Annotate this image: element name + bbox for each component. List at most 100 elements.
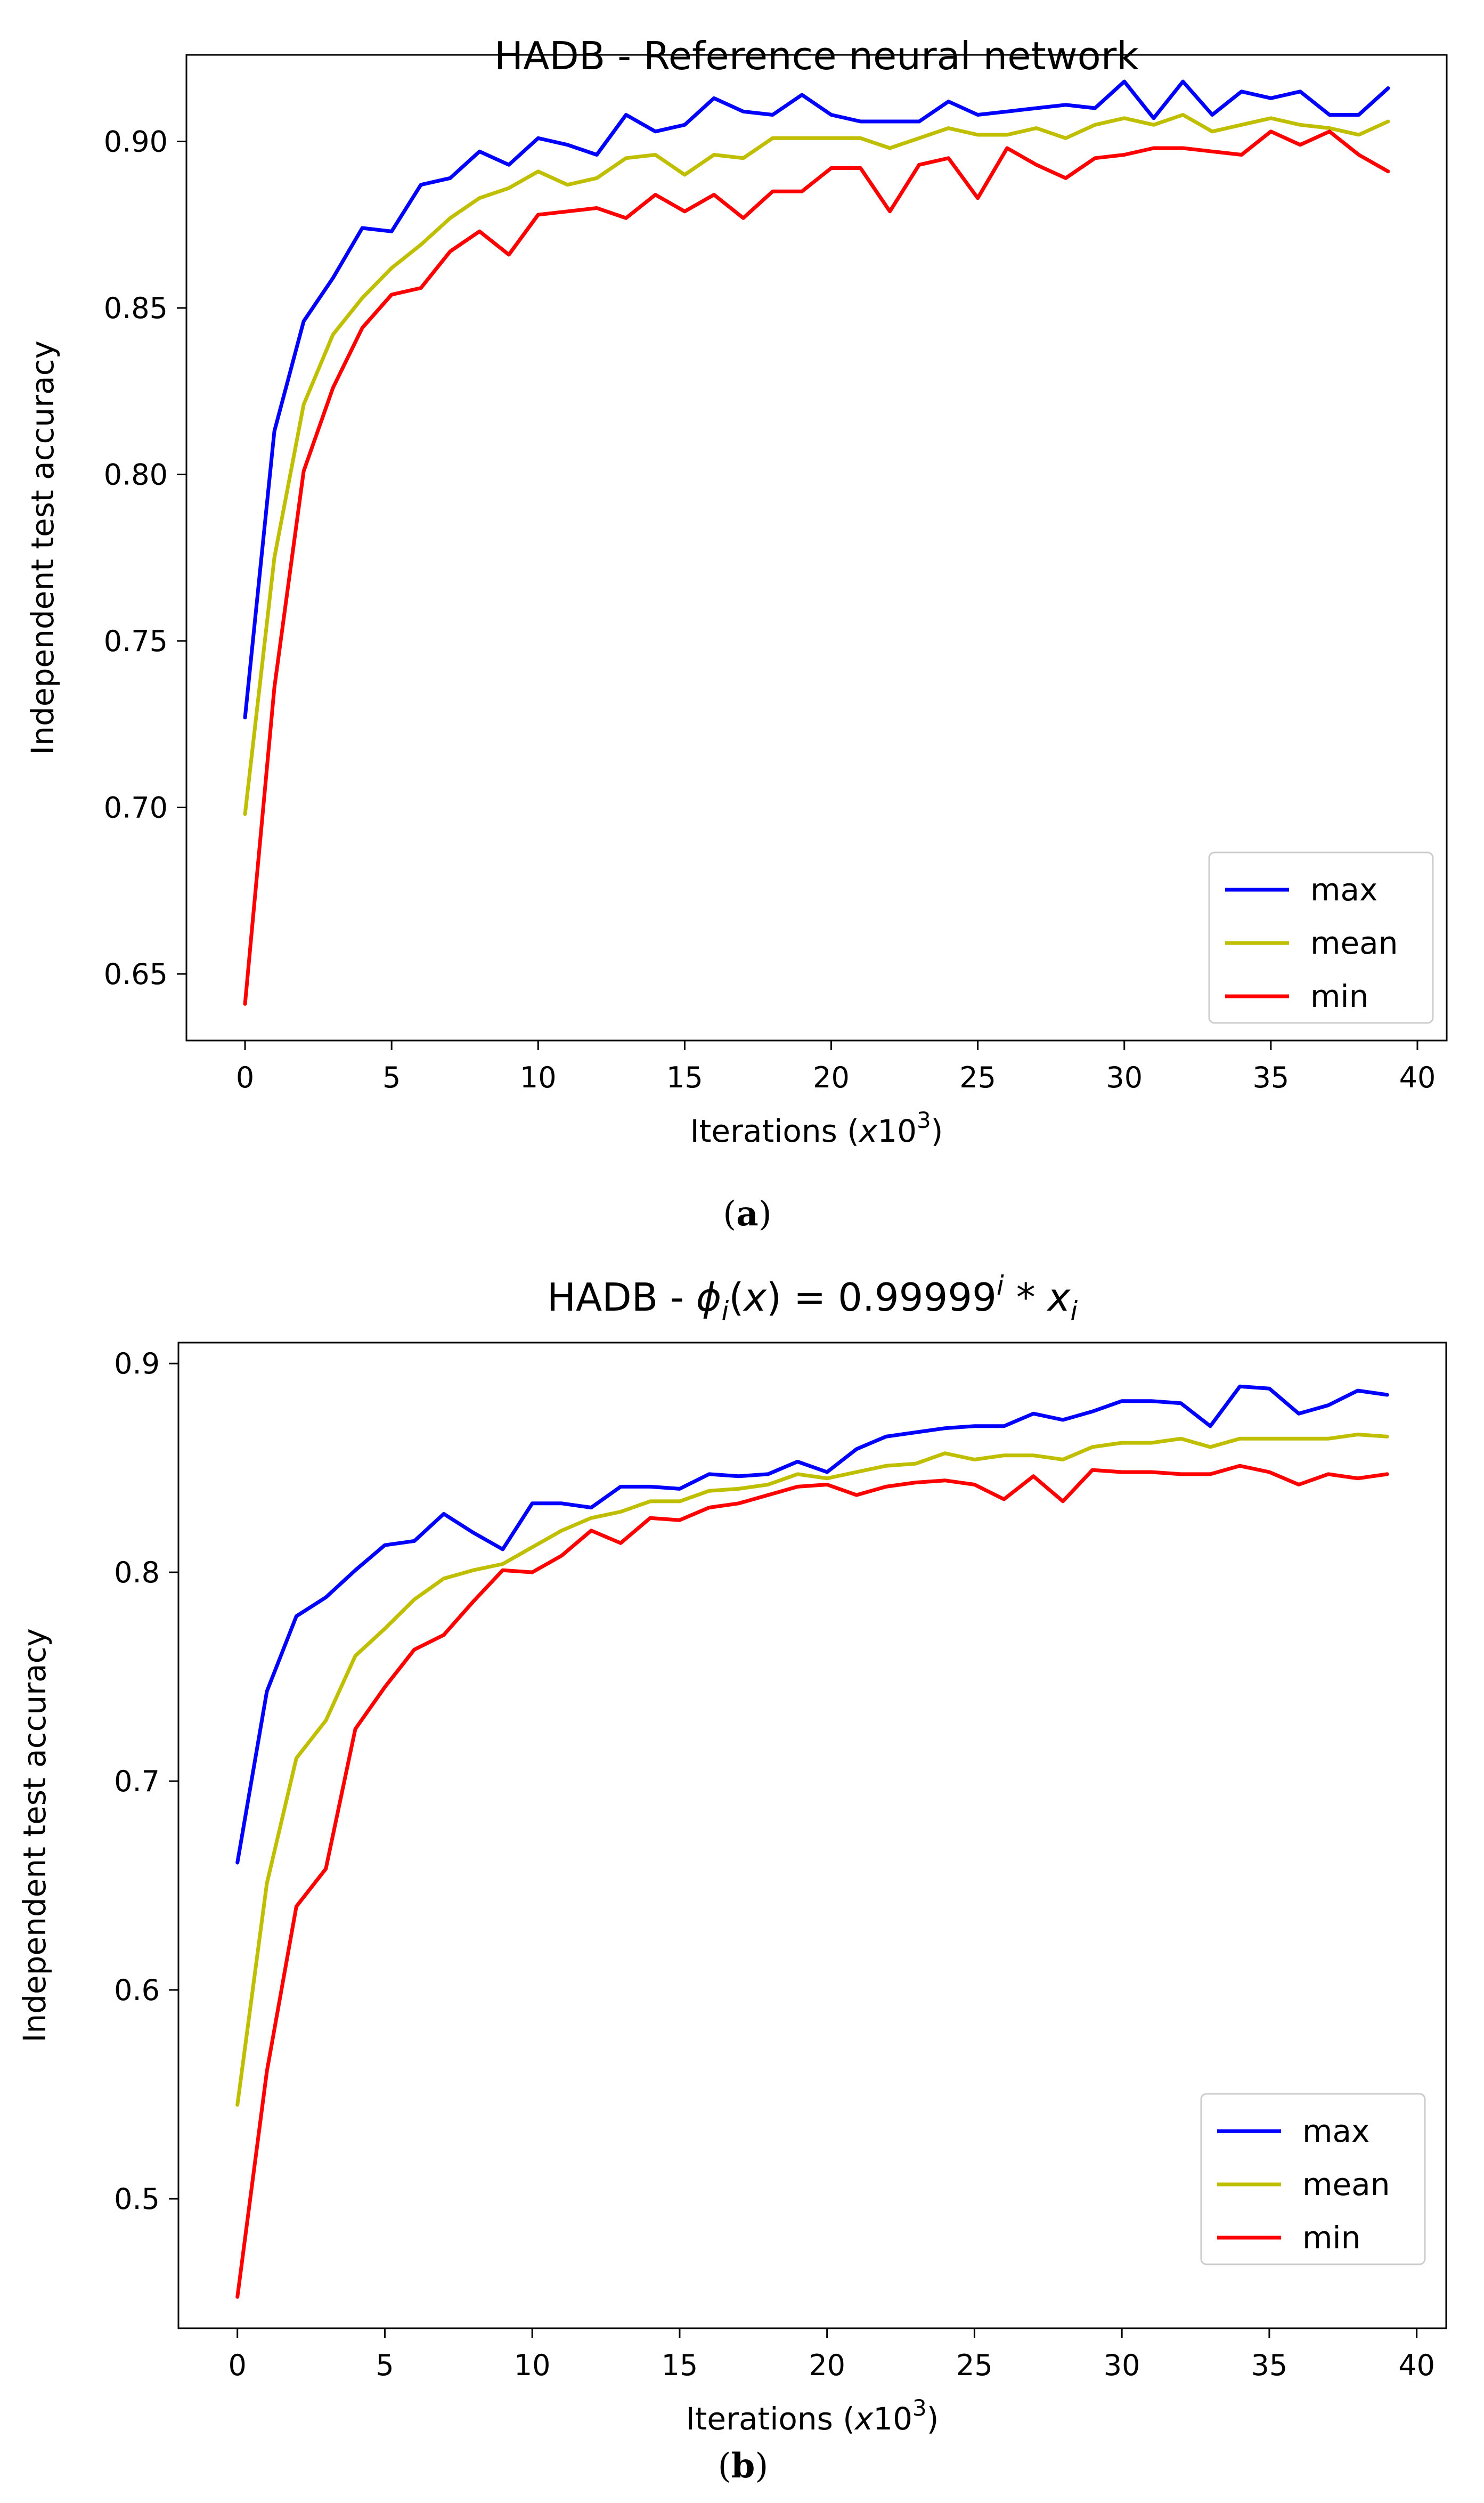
chart-title: HADB - ϕi(x) = 0.99999i * xiHADB - ϕi(x)… [547,1270,1078,1327]
y-axis-label: Independent test accuracy [17,1628,53,2043]
data-point-max [479,151,480,152]
panel-b: HADB - ϕi(x) = 0.99999i * xiHADB - ϕi(x)… [17,1270,1447,2486]
x-tick-label: 5 [382,1061,401,1094]
data-point-mean [296,1758,297,1759]
x-tick-label: 40 [1398,2348,1435,2382]
data-point-mean [244,814,246,815]
x-tick-label: 10 [514,2348,551,2382]
y-tick-label: 0.70 [104,791,168,825]
data-point-min [502,1570,503,1571]
data-point-min [679,1519,680,1521]
data-point-min [1388,171,1389,172]
legend-label-min: min [1310,978,1368,1014]
data-point-min [479,231,480,232]
plot-frame [185,54,1448,1042]
legend: max mean min [1200,2093,1426,2265]
data-point-max [915,1432,916,1433]
data-point-max [797,1461,798,1462]
data-point-min [684,211,685,212]
legend: max mean min [1208,851,1434,1024]
series-line-mean [243,113,1390,816]
data-point-min [974,1484,975,1485]
panel-caption: (b)(b) [718,2446,769,2486]
data-point-mean [768,1484,769,1485]
data-point-mean [974,1459,975,1460]
y-tick-label: 0.85 [104,291,168,325]
data-point-mean [325,1720,327,1721]
data-point-min [561,1555,562,1556]
data-point-max [948,101,949,102]
x-tick-label: 35 [1251,2348,1288,2382]
data-point-min [655,194,656,195]
data-point-mean [473,1570,474,1571]
data-point-mean [355,1655,356,1656]
data-point-max [325,1597,327,1598]
chart-title: HADB - Reference neural network [494,34,1139,78]
data-point-max [1036,108,1037,109]
data-point-max [567,144,568,145]
x-tick-label: 15 [666,1061,703,1094]
plot-frame [177,1342,1447,2329]
data-point-min [567,211,568,212]
x-tick-label: 40 [1399,1061,1436,1094]
data-point-min [532,1572,533,1573]
data-point-min [708,1507,710,1508]
data-point-min [797,1486,798,1487]
series-line-min [235,1464,1389,2299]
x-tick-label: 25 [956,2348,993,2382]
legend-label-max: max [1310,872,1377,908]
data-point-min [1153,148,1154,149]
data-point-max [274,430,275,432]
data-point-max [1065,104,1066,105]
data-point-mean [532,1547,533,1548]
series-line-min [243,129,1390,1006]
data-point-mean [1065,137,1066,139]
data-point-mean [237,2104,238,2106]
x-tick-label: 5 [376,2348,394,2382]
data-point-max [537,137,539,139]
data-point-max [244,717,246,718]
data-point-min [325,1868,327,1870]
legend-label-min: min [1302,2220,1360,2256]
x-tick-label: 35 [1253,1061,1290,1094]
x-tick-label: 30 [1106,1061,1143,1094]
data-point-mean [1210,1446,1211,1448]
y-tick-label: 0.5 [114,2182,160,2216]
x-tick-label: 20 [809,2348,845,2382]
y-tick-label: 0.6 [114,1973,160,2007]
data-point-min [274,687,275,688]
data-point-mean [772,137,773,139]
series-line-max [243,79,1390,720]
data-point-max [1033,1413,1034,1414]
data-point-mean [1388,121,1389,122]
y-tick-label: 0.9 [114,1347,160,1380]
series-line-max [235,1384,1389,1865]
data-point-max [1270,97,1271,99]
y-tick-label: 0.90 [104,125,168,159]
data-point-max [355,1570,356,1571]
data-point-min [1270,131,1271,132]
y-tick-label: 0.65 [104,957,168,991]
y-tick-label: 0.80 [104,458,168,492]
x-tick-label: 10 [520,1061,557,1094]
y-tick-label: 0.7 [114,1765,160,1798]
data-point-max [655,131,656,132]
x-tick-label: 15 [662,2348,698,2382]
data-point-min [1329,131,1330,132]
x-tick-label: 20 [813,1061,850,1094]
series-line-mean [235,1433,1389,2107]
panel-caption: (a)(a) [723,1194,771,1234]
y-tick-label: 0.75 [104,624,168,658]
x-tick-label: 25 [959,1061,996,1094]
panel-a: HADB - Reference neural network 0 5 10 15 20 2… [25,34,1448,1234]
x-tick-label: 30 [1104,2348,1140,2382]
x-tick-label: 0 [229,2348,247,2382]
data-point-max [561,1503,562,1504]
legend-label-max: max [1302,2113,1369,2149]
x-tick-label: 0 [236,1061,254,1094]
legend-box [1208,851,1434,1024]
data-point-mean [860,137,861,139]
data-point-min [296,1906,297,1907]
data-point-mean [1033,1455,1034,1456]
data-point-max [502,1549,503,1550]
